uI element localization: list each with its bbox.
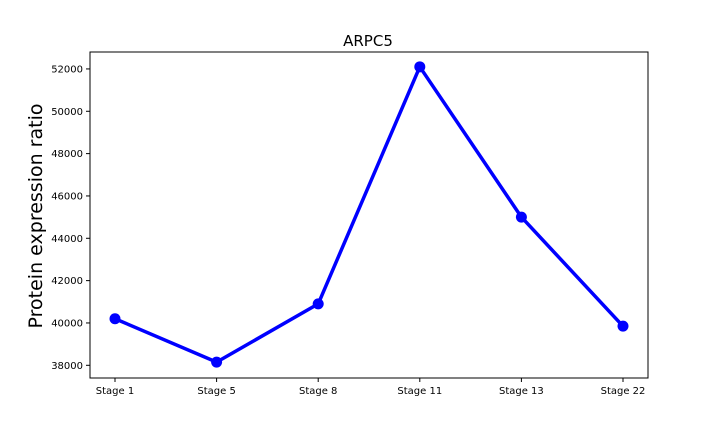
y-tick-label: 44000 <box>51 234 83 245</box>
data-point <box>312 298 324 310</box>
x-tick-label: Stage 11 <box>397 386 442 397</box>
y-tick-label: 42000 <box>51 276 83 287</box>
y-tick-label: 40000 <box>51 318 83 329</box>
chart-title: ARPC5 <box>343 32 393 50</box>
x-tick-label: Stage 22 <box>601 386 646 397</box>
y-tick-label: 38000 <box>51 361 83 372</box>
data-point <box>617 320 629 332</box>
data-point <box>414 61 426 73</box>
plot-area <box>89 51 649 379</box>
y-tick-label: 46000 <box>51 191 83 202</box>
data-point <box>515 211 527 223</box>
y-axis: 38000 40000 42000 44000 46000 48000 50000 52000 <box>51 64 90 372</box>
data-point <box>109 313 121 325</box>
x-axis: Stage 1 Stage 5 Stage 8 Stage 11 Stage 13 Sta… <box>96 378 646 397</box>
x-tick-label: Stage 8 <box>299 386 337 397</box>
x-tick-label: Stage 1 <box>96 386 134 397</box>
y-tick-label: 52000 <box>51 64 83 75</box>
series-group <box>109 61 629 368</box>
y-axis-label: Protein expression ratio <box>25 104 47 329</box>
x-tick-label: Stage 5 <box>197 386 235 397</box>
series-line <box>114 65 625 364</box>
x-tick-label: Stage 13 <box>499 386 544 397</box>
y-tick-label: 50000 <box>51 107 83 118</box>
y-tick-label: 48000 <box>51 149 83 160</box>
data-point <box>211 356 223 368</box>
